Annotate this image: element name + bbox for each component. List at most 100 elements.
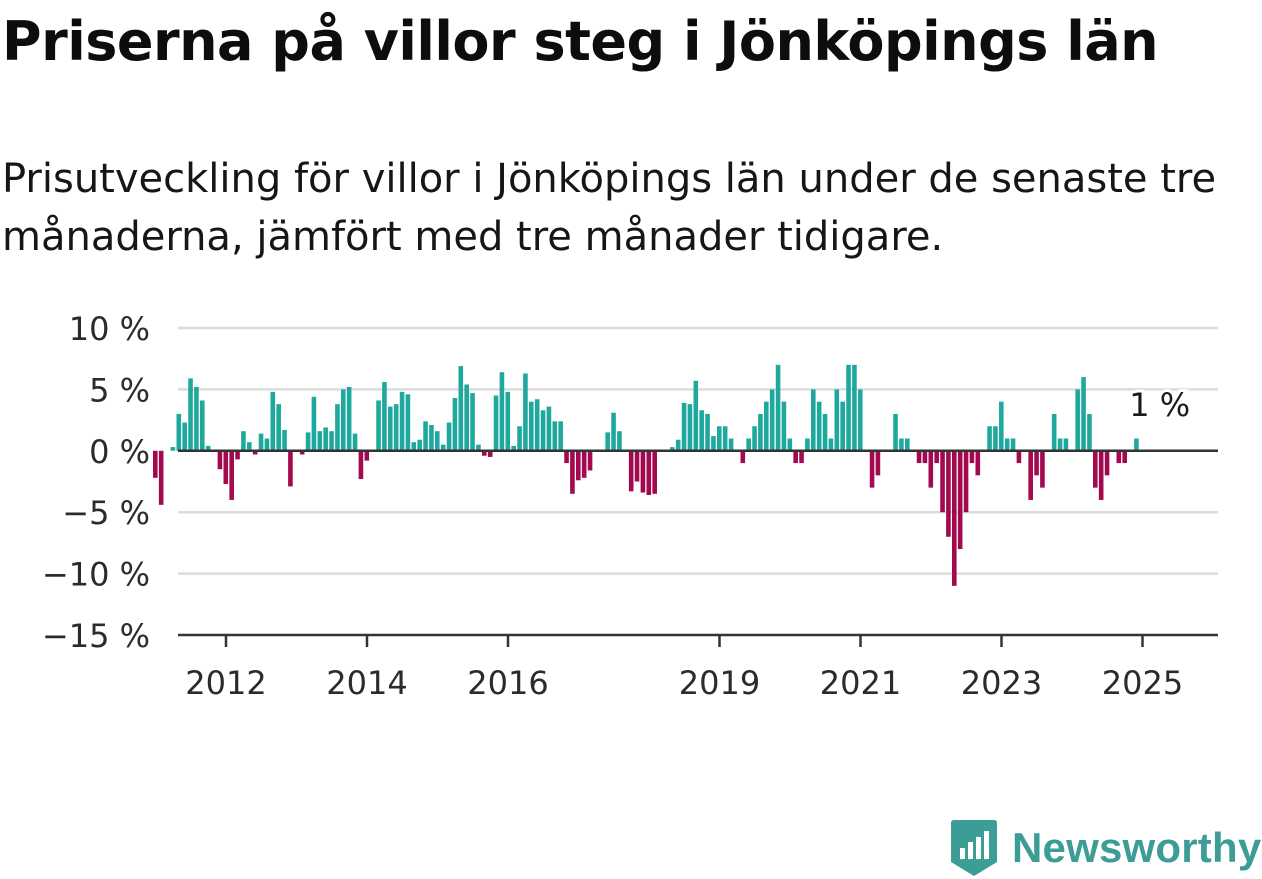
bar <box>493 395 499 451</box>
bar <box>687 404 693 451</box>
bar <box>758 413 763 451</box>
bar <box>916 450 922 464</box>
bar <box>634 450 640 482</box>
axes <box>178 449 1218 647</box>
bar <box>928 450 934 488</box>
bar <box>1116 450 1122 464</box>
bar <box>628 450 634 492</box>
bar <box>1075 389 1080 451</box>
bar <box>699 410 704 451</box>
bar <box>717 426 722 451</box>
bar <box>417 439 422 451</box>
bar <box>1087 413 1092 451</box>
bar <box>828 438 834 451</box>
y-tick-label: 0 % <box>89 433 150 471</box>
bar <box>805 438 810 451</box>
bar <box>640 450 646 493</box>
bar <box>799 450 804 464</box>
bar <box>611 412 616 451</box>
bar <box>470 393 475 451</box>
bar <box>487 450 493 457</box>
bar <box>934 450 939 464</box>
bar <box>1122 450 1127 464</box>
bar <box>764 401 769 451</box>
bar <box>999 401 1004 451</box>
bar <box>482 450 487 456</box>
last-value-annotation: 1 % <box>1129 386 1190 424</box>
bar <box>605 432 610 451</box>
bar <box>781 401 787 451</box>
bar <box>670 447 675 451</box>
bar <box>505 391 511 451</box>
bar <box>769 389 775 451</box>
bar <box>435 431 440 451</box>
y-tick-label: 10 % <box>69 310 150 348</box>
bar <box>957 450 963 550</box>
bar <box>452 397 458 451</box>
bar <box>446 422 452 451</box>
bar <box>746 438 751 451</box>
bar <box>264 438 270 451</box>
bar <box>399 391 405 451</box>
bar <box>787 438 793 451</box>
bar <box>752 426 757 451</box>
bar <box>564 450 569 464</box>
bar <box>905 438 910 451</box>
bar <box>675 439 681 451</box>
bar <box>846 364 851 451</box>
bar <box>194 386 199 451</box>
bar <box>711 436 716 451</box>
bar <box>440 444 446 451</box>
bar <box>811 389 816 451</box>
x-tick-label: 2023 <box>961 664 1042 702</box>
bar <box>822 413 828 451</box>
bar <box>317 431 323 451</box>
bar <box>335 404 340 451</box>
x-tick-label: 2019 <box>679 664 760 702</box>
bar <box>1051 413 1057 451</box>
bar <box>411 442 417 451</box>
bar <box>987 426 992 451</box>
bar <box>728 438 734 451</box>
bar <box>581 450 587 478</box>
bar <box>358 450 364 480</box>
bar <box>182 422 187 451</box>
bar <box>646 450 652 496</box>
chart-subtitle: Prisutveckling för villor i Jönköpings l… <box>2 156 1217 260</box>
bar <box>975 450 981 476</box>
bar <box>1134 438 1139 451</box>
bar <box>869 450 875 488</box>
bar <box>1004 438 1010 451</box>
bar <box>423 421 428 451</box>
bar <box>329 431 334 451</box>
bar <box>922 450 928 464</box>
y-tick-label: −15 % <box>42 617 150 655</box>
bar <box>534 399 540 451</box>
bar <box>1016 450 1022 464</box>
bar <box>858 389 863 451</box>
bar <box>875 450 881 476</box>
bar <box>252 450 258 455</box>
bar <box>1057 438 1063 451</box>
bar <box>352 433 358 451</box>
bar <box>570 450 575 494</box>
bar <box>775 364 781 451</box>
x-tick-label: 2012 <box>185 664 266 702</box>
bar <box>376 400 381 451</box>
bar <box>816 401 822 451</box>
bar <box>393 404 399 451</box>
bar <box>681 402 687 451</box>
bar <box>200 400 205 451</box>
bar <box>546 406 552 451</box>
tick-labels: 10 % 5 % 0 % −5 % −10 % −15 % 2012 2014 2016 2019… <box>42 310 1193 702</box>
bar <box>969 450 975 464</box>
bar <box>1028 450 1033 500</box>
x-tick-label: 2025 <box>1102 664 1183 702</box>
bar <box>205 445 211 451</box>
bar <box>511 445 516 451</box>
bar <box>405 394 411 451</box>
chart-title: Priserna på villor steg i Jönköpings län <box>2 10 1159 73</box>
brand-logo[interactable]: Newsworthy <box>950 818 1261 878</box>
bar <box>176 413 182 451</box>
